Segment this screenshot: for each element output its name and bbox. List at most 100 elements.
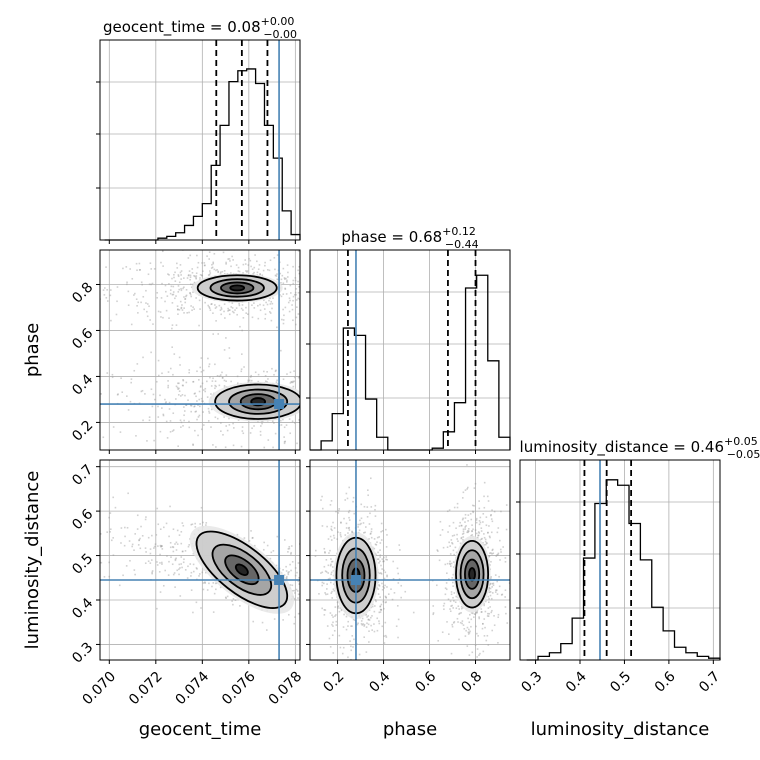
sample-point: [156, 607, 158, 610]
sample-point: [311, 382, 313, 384]
sample-point: [287, 548, 290, 550]
sample-point: [386, 618, 388, 620]
sample-point: [210, 267, 213, 269]
sample-point: [506, 622, 509, 624]
sample-point: [127, 304, 130, 307]
sample-point: [100, 561, 103, 564]
sample-point: [491, 520, 494, 523]
sample-point: [351, 531, 353, 534]
sample-point: [282, 378, 285, 381]
contour-line: [229, 284, 246, 292]
sample-point: [183, 296, 185, 298]
sample-point: [334, 429, 336, 431]
sample-point: [371, 605, 374, 608]
sample-point: [151, 571, 153, 574]
sample-point: [305, 394, 307, 396]
sample-point: [497, 553, 499, 556]
sample-point: [177, 388, 179, 390]
sample-point: [392, 411, 394, 413]
sample-point: [478, 500, 480, 502]
sample-point: [360, 620, 363, 622]
sample-point: [474, 482, 477, 485]
sample-point: [197, 404, 199, 406]
sample-point: [290, 292, 292, 294]
sample-point: [189, 293, 192, 296]
sample-point: [287, 551, 289, 553]
sample-point: [210, 408, 213, 411]
sample-point: [476, 648, 479, 650]
sample-point: [442, 605, 445, 607]
sample-point: [288, 545, 291, 548]
sample-point: [378, 572, 381, 575]
sample-point: [225, 597, 227, 599]
sample-point: [320, 499, 322, 501]
sample-point: [155, 380, 158, 383]
sample-point: [478, 532, 481, 534]
sample-point: [326, 411, 328, 413]
sample-point: [218, 304, 221, 307]
sample-point: [322, 282, 324, 284]
sample-point: [326, 600, 328, 602]
sample-point: [105, 266, 107, 268]
sample-point: [386, 574, 388, 577]
sample-point: [176, 267, 179, 269]
sample-point: [212, 261, 215, 264]
sample-point: [297, 297, 299, 300]
sample-point: [307, 406, 309, 408]
sample-point: [378, 611, 381, 614]
sample-point: [191, 523, 194, 526]
sample-point: [365, 651, 368, 653]
sample-point: [333, 421, 335, 423]
sample-point: [185, 404, 188, 406]
sample-point: [312, 290, 314, 292]
sample-point: [365, 526, 367, 528]
sample-point: [361, 624, 364, 626]
sample-point: [331, 301, 333, 303]
sample-point: [266, 268, 269, 271]
sample-point: [166, 437, 169, 439]
sample-point: [173, 572, 176, 574]
sample-point: [324, 552, 326, 554]
y-axis-label-luminosity_distance: luminosity_distance: [22, 471, 43, 650]
sample-point: [471, 524, 473, 526]
sample-point: [306, 276, 308, 278]
sample-point: [174, 586, 176, 588]
sample-point: [509, 675, 511, 677]
sample-point: [471, 534, 473, 536]
sample-point: [404, 590, 407, 593]
sample-point: [490, 514, 492, 517]
sample-point: [323, 614, 326, 616]
sample-point: [144, 547, 147, 549]
sample-point: [234, 599, 237, 601]
sample-point: [380, 608, 382, 611]
sample-point: [171, 327, 173, 330]
sample-point: [383, 642, 386, 644]
panel-luminosity_distance-luminosity_distance: [516, 460, 720, 664]
sample-point: [465, 525, 467, 527]
sample-point: [360, 503, 363, 506]
sample-point: [322, 553, 324, 555]
sample-point: [282, 293, 285, 295]
sample-point: [183, 558, 185, 561]
sample-point: [197, 261, 200, 264]
sample-point: [460, 537, 463, 540]
sample-point: [352, 295, 354, 297]
sample-point: [183, 277, 185, 279]
sample-point: [196, 266, 199, 269]
sample-point: [193, 405, 196, 408]
sample-point: [449, 563, 452, 566]
sample-point: [153, 268, 156, 270]
sample-point: [491, 592, 494, 594]
sample-point: [275, 369, 277, 372]
sample-point: [187, 545, 190, 548]
sample-point: [178, 563, 181, 566]
sample-point: [250, 379, 253, 382]
sample-point: [335, 614, 337, 616]
sample-point: [209, 376, 211, 379]
sample-point: [192, 611, 194, 614]
sample-point: [504, 589, 507, 592]
sample-point: [256, 260, 258, 263]
sample-point: [321, 495, 323, 498]
sample-point: [293, 370, 295, 372]
sample-point: [386, 534, 388, 536]
